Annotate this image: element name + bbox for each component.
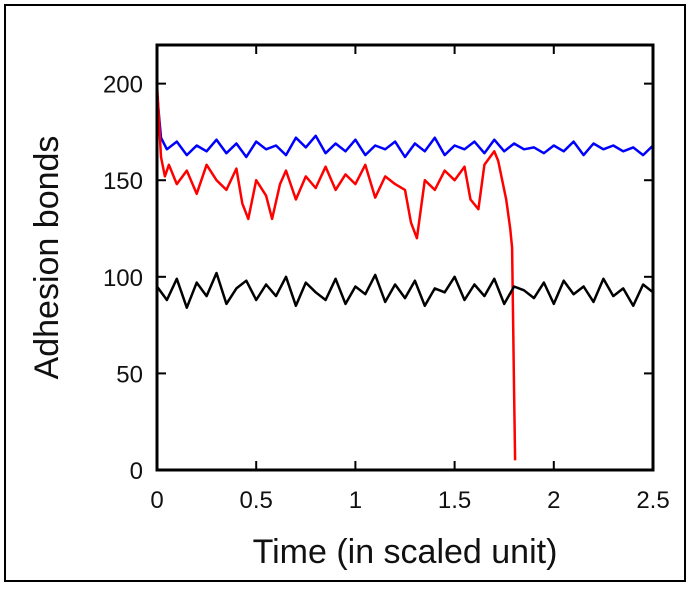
series-line-3 [155,271,654,309]
plot-border [155,43,655,472]
y-tick-label: 50 [116,361,143,388]
series-line-2 [155,83,517,461]
x-tick-label: 2 [547,487,560,514]
y-tick-label: 100 [103,265,143,292]
x-axis-title: Time (in scaled unit) [253,533,558,571]
x-tick-label: 0.5 [240,487,273,514]
x-tick-label: 1 [349,487,362,514]
y-tick-label: 0 [130,458,143,485]
x-tick-label: 2.5 [636,487,669,514]
y-tick-label: 150 [103,168,143,195]
series-line-1 [155,93,654,159]
y-axis-title: Adhesion bonds [28,136,66,380]
y-tick-label: 200 [103,72,143,99]
x-tick-label: 1.5 [438,487,471,514]
axis-ticks: 0 0.5 1 1.5 2 2.5 0 50 100 150 200 [103,45,670,514]
plot-area [155,83,654,461]
x-tick-label: 0 [150,487,163,514]
